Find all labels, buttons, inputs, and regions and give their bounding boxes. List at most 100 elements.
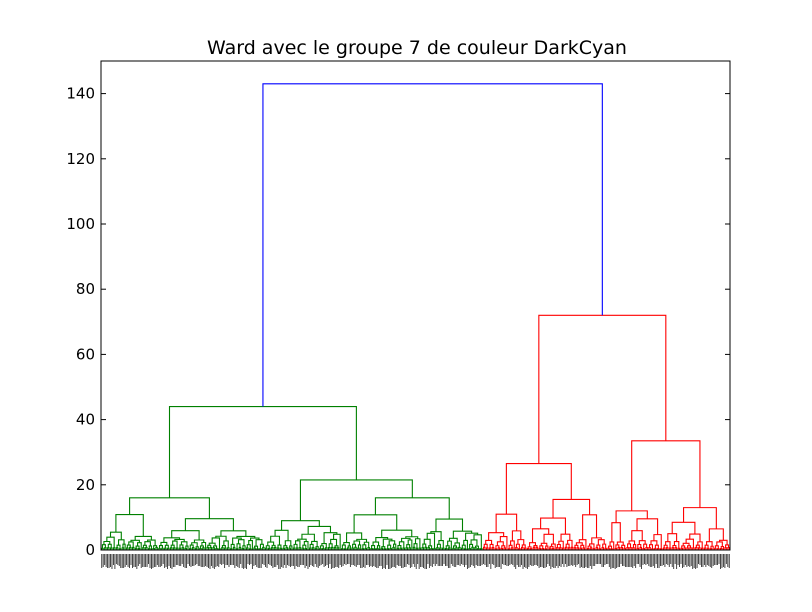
leaf-label bbox=[439, 554, 441, 566]
leaf-label bbox=[156, 554, 158, 565]
leaf-label bbox=[126, 554, 128, 565]
dendrogram-link bbox=[180, 541, 188, 547]
dendrogram-link bbox=[353, 540, 361, 545]
leaf-label bbox=[250, 554, 252, 564]
dendrogram-link bbox=[362, 544, 367, 549]
leaf-label bbox=[275, 554, 277, 567]
leaf-label bbox=[208, 554, 209, 568]
dendrogram-link bbox=[356, 538, 368, 543]
leaf-label bbox=[117, 554, 119, 565]
dendrogram-link bbox=[341, 544, 346, 549]
leaf-label bbox=[544, 554, 546, 568]
leaf-label bbox=[310, 554, 312, 565]
leaf-label bbox=[595, 554, 597, 564]
leaf-label bbox=[724, 554, 726, 568]
leaf-label bbox=[708, 554, 710, 566]
leaf-label bbox=[597, 554, 599, 564]
dendrogram-link bbox=[424, 546, 428, 550]
dendrogram-link bbox=[692, 547, 695, 550]
dendrogram-link bbox=[223, 540, 229, 548]
leaf-label bbox=[164, 554, 166, 568]
leaf-label bbox=[379, 554, 381, 566]
leaf-label bbox=[711, 554, 713, 568]
dendrogram-link bbox=[383, 548, 387, 550]
dendrogram-link bbox=[226, 547, 230, 550]
dendrogram-link bbox=[273, 546, 277, 550]
dendrogram-link bbox=[194, 548, 198, 550]
dendrogram-link bbox=[376, 547, 379, 550]
leaf-label bbox=[664, 554, 666, 567]
leaf-label bbox=[592, 554, 594, 566]
leaf-label bbox=[230, 554, 231, 565]
dendrogram-link bbox=[371, 545, 376, 549]
cluster-link-red bbox=[538, 314, 667, 464]
leaf-label bbox=[383, 554, 385, 568]
leaf-label bbox=[613, 554, 615, 568]
dendrogram-link bbox=[671, 547, 675, 550]
leaf-label bbox=[541, 554, 543, 567]
dendrogram-link bbox=[454, 542, 460, 548]
dendrogram-link bbox=[311, 540, 318, 547]
dendrogram-link bbox=[271, 544, 276, 548]
dendrogram-link bbox=[616, 541, 624, 546]
leaf-label bbox=[551, 554, 553, 567]
leaf-label bbox=[569, 554, 571, 566]
dendrogram-link bbox=[636, 518, 659, 535]
dendrogram-link bbox=[163, 537, 181, 543]
leaf-label bbox=[123, 554, 125, 568]
leaf-label bbox=[434, 554, 436, 566]
leaf-label bbox=[607, 554, 609, 564]
leaf-label bbox=[184, 554, 186, 568]
leaf-label bbox=[661, 554, 663, 566]
leaf-label bbox=[646, 554, 648, 564]
leaf-label bbox=[706, 554, 708, 565]
dendrogram-link bbox=[543, 533, 554, 545]
leaf-label bbox=[516, 554, 518, 565]
dendrogram-link bbox=[427, 547, 430, 550]
leaf-label bbox=[313, 554, 315, 567]
leaf-label bbox=[510, 554, 512, 564]
leaf-label bbox=[254, 554, 256, 565]
leaf-label bbox=[289, 554, 291, 567]
leaf-label bbox=[472, 554, 474, 566]
leaf-label bbox=[316, 554, 318, 567]
dendrogram-link bbox=[698, 547, 701, 550]
dendrogram-link bbox=[207, 544, 212, 548]
leaf-label bbox=[221, 554, 223, 565]
leaf-label bbox=[424, 554, 426, 569]
leaf-label bbox=[641, 554, 642, 569]
leaf-label bbox=[702, 554, 704, 567]
leaf-label bbox=[442, 554, 444, 566]
leaf-label bbox=[202, 554, 204, 567]
leaf-label bbox=[488, 554, 490, 564]
dendrogram-link bbox=[145, 546, 148, 550]
leaf-label bbox=[360, 554, 362, 568]
y-tick-label: 20 bbox=[76, 476, 95, 494]
leaf-label bbox=[401, 554, 403, 568]
dendrogram-link bbox=[336, 547, 340, 550]
leaf-label bbox=[329, 554, 331, 564]
dendrogram-link bbox=[708, 528, 724, 542]
cluster-link bbox=[505, 463, 572, 515]
leaf-label bbox=[244, 554, 246, 568]
leaf-label bbox=[553, 554, 555, 568]
dendrogram-link bbox=[695, 546, 698, 550]
leaf-label bbox=[111, 554, 113, 569]
leaf-label bbox=[101, 554, 103, 568]
leaf-label bbox=[567, 554, 569, 566]
leaf-label bbox=[107, 554, 109, 568]
dendrogram-link bbox=[115, 513, 144, 537]
leaf-label bbox=[382, 554, 384, 569]
dendrogram-link bbox=[270, 547, 274, 550]
leaf-label bbox=[168, 554, 170, 566]
leaf-label bbox=[507, 554, 509, 566]
leaf-label bbox=[124, 554, 126, 567]
dendrogram-link bbox=[463, 548, 467, 550]
dendrogram-link bbox=[107, 547, 110, 550]
y-tick-label: 60 bbox=[76, 345, 95, 363]
dendrogram-link bbox=[283, 545, 288, 549]
leaf-label bbox=[480, 554, 482, 566]
leaf-label bbox=[490, 554, 492, 569]
leaf-label bbox=[578, 554, 580, 564]
dendrogram-link bbox=[259, 543, 264, 549]
